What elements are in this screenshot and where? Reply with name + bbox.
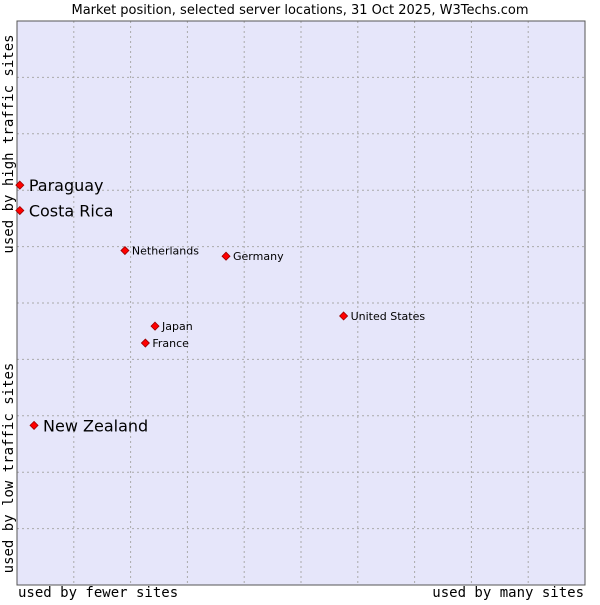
data-points: Paraguay Costa Rica Netherlands Germany Unit… [15, 176, 426, 435]
data-point: Costa Rica [15, 202, 114, 221]
point-label: Germany [233, 250, 284, 263]
point-label: France [152, 337, 189, 350]
x-axis-label-left: used by fewer sites [18, 585, 178, 600]
point-marker [15, 180, 25, 190]
data-point: Netherlands [120, 245, 199, 258]
x-axis-label-right: used by many sites [432, 585, 584, 600]
point-label: Japan [161, 320, 193, 333]
point-label: Costa Rica [29, 202, 114, 221]
y-axis-label-low: used by low traffic sites [1, 363, 17, 574]
data-point: New Zealand [29, 416, 148, 435]
plot-border [16, 20, 586, 586]
point-label: Paraguay [29, 176, 104, 195]
data-point: Paraguay [15, 176, 104, 195]
point-label: New Zealand [43, 416, 148, 435]
data-point: France [140, 337, 189, 350]
chart-title: Market position, selected server locatio… [71, 3, 528, 18]
data-point: Germany [221, 250, 284, 263]
grid-lines [17, 21, 585, 585]
point-marker [140, 338, 150, 348]
point-label: United States [351, 310, 426, 323]
point-marker [339, 311, 349, 321]
point-marker [29, 420, 39, 430]
point-marker [120, 245, 130, 256]
point-marker [150, 321, 160, 331]
point-label: Netherlands [132, 245, 199, 258]
y-axis-label-high: used by high traffic sites [1, 34, 17, 253]
point-marker [15, 205, 25, 216]
data-point: United States [339, 310, 426, 323]
point-marker [221, 251, 231, 261]
data-point: Japan [150, 320, 193, 333]
